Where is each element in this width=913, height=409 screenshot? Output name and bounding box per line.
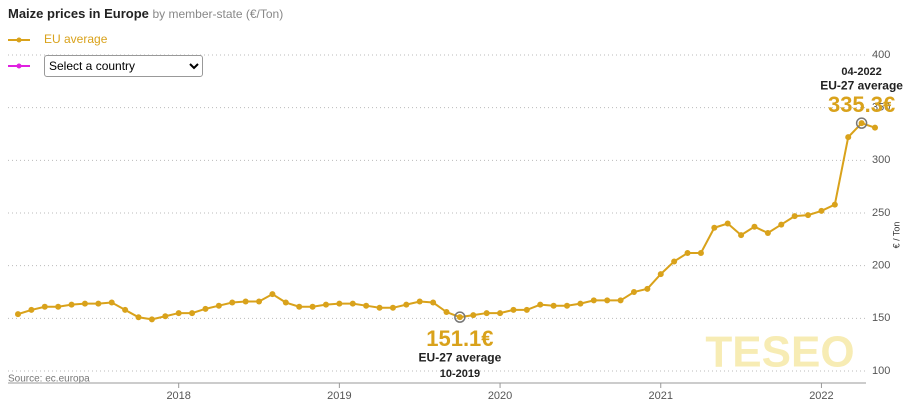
x-tick-label: 2021 <box>649 390 673 402</box>
point <box>322 301 329 308</box>
point <box>738 232 745 239</box>
point <box>95 300 102 307</box>
legend-label: EU average <box>44 32 108 46</box>
point <box>657 271 664 278</box>
point <box>41 303 48 310</box>
value-label: 151.1€ <box>426 326 493 351</box>
point <box>831 201 838 208</box>
watermark: TESEO <box>705 328 854 377</box>
point <box>805 212 812 219</box>
point <box>751 223 758 230</box>
x-tick-label: 2019 <box>327 390 351 402</box>
highlight-ring <box>855 117 868 129</box>
point <box>309 303 316 310</box>
point <box>497 310 504 317</box>
annotation-text: EU-27 average <box>419 350 502 364</box>
point <box>697 250 704 257</box>
point <box>872 124 878 131</box>
point <box>108 299 115 306</box>
x-tick-label: 2022 <box>809 390 833 402</box>
y-tick-label: 100 <box>872 365 890 377</box>
point <box>845 134 852 141</box>
y-tick-label: 350 <box>872 102 890 114</box>
point <box>537 301 544 308</box>
subtitle: by member-state (€/Ton) <box>153 7 284 21</box>
point <box>122 306 129 313</box>
country-select[interactable]: Select a country <box>44 55 203 77</box>
point <box>175 310 182 317</box>
y-tick-label: 200 <box>872 260 890 272</box>
point <box>336 300 343 307</box>
point <box>684 250 691 257</box>
value-label: 335.3€ <box>828 92 895 117</box>
point <box>564 302 571 309</box>
point <box>363 302 370 309</box>
series-line <box>17 121 876 321</box>
point <box>711 224 718 231</box>
point <box>523 306 530 313</box>
y-tick-label: 150 <box>872 312 890 324</box>
point <box>456 314 463 321</box>
point <box>162 313 169 320</box>
point <box>671 258 678 265</box>
point <box>550 302 557 309</box>
point <box>148 316 155 323</box>
point <box>229 299 236 306</box>
point <box>135 314 142 321</box>
point <box>189 310 196 317</box>
point <box>28 306 35 313</box>
point <box>617 297 624 304</box>
point <box>55 303 62 310</box>
point <box>630 289 637 295</box>
point <box>256 298 263 305</box>
x-tick-label: 2020 <box>488 390 512 402</box>
point <box>416 298 423 305</box>
point <box>269 291 276 298</box>
point <box>818 207 825 214</box>
point <box>724 220 731 227</box>
annotation-date: 10-2019 <box>440 368 480 380</box>
point <box>483 310 490 317</box>
point <box>430 299 437 306</box>
point <box>242 298 249 305</box>
point <box>68 301 75 308</box>
point <box>577 300 584 307</box>
point <box>296 303 303 310</box>
legend-dot <box>16 37 22 43</box>
point <box>215 302 222 309</box>
point <box>81 300 88 307</box>
point <box>15 311 21 318</box>
point <box>604 297 611 304</box>
point <box>376 304 383 311</box>
y-tick-label: 250 <box>872 207 890 219</box>
point <box>403 301 410 308</box>
y-tick-label: 300 <box>872 154 890 166</box>
y-axis-label: € / Ton <box>891 222 901 249</box>
point <box>349 300 356 307</box>
y-tick-label: 400 <box>872 49 890 61</box>
point <box>389 304 396 311</box>
point <box>644 285 651 292</box>
point <box>590 297 597 304</box>
point <box>202 305 209 312</box>
point <box>282 299 289 306</box>
point <box>470 312 477 319</box>
point <box>858 120 865 127</box>
point <box>510 306 517 313</box>
legend-dot-country <box>16 63 22 69</box>
point <box>778 221 785 228</box>
x-tick-label: 2018 <box>166 390 190 402</box>
title: Maize prices in Europe <box>8 6 149 21</box>
point <box>764 230 771 237</box>
point <box>443 309 450 316</box>
annotation-date: 04-2022 <box>841 66 881 78</box>
point <box>791 213 798 220</box>
highlight-ring <box>454 311 466 323</box>
source: Source: ec.europa <box>8 374 90 385</box>
annotation-text: EU-27 average <box>820 78 903 92</box>
chart-title: Maize prices in Europe by member-state (… <box>8 6 283 21</box>
